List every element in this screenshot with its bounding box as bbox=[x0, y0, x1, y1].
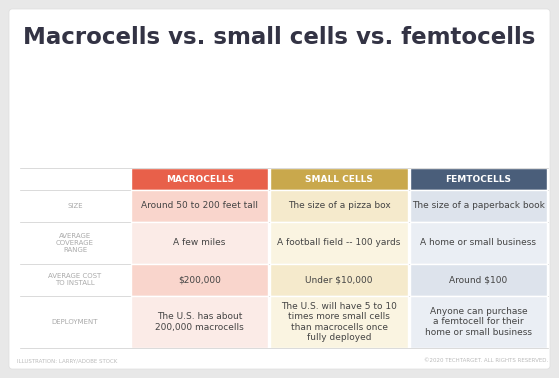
Text: The size of a pizza box: The size of a pizza box bbox=[288, 201, 390, 211]
Text: A football field -- 100 yards: A football field -- 100 yards bbox=[277, 239, 401, 248]
Text: Macrocells vs. small cells vs. femtocells: Macrocells vs. small cells vs. femtocell… bbox=[23, 26, 535, 49]
Text: AVERAGE COST
TO INSTALL: AVERAGE COST TO INSTALL bbox=[49, 273, 102, 287]
Bar bbox=[410, 222, 547, 264]
Bar bbox=[410, 168, 547, 190]
Text: A home or small business: A home or small business bbox=[420, 239, 536, 248]
Text: Under $10,000: Under $10,000 bbox=[305, 276, 373, 284]
Bar bbox=[131, 168, 268, 190]
Bar bbox=[131, 190, 268, 222]
Bar bbox=[271, 190, 408, 222]
Bar bbox=[131, 264, 268, 296]
Text: The size of a paperback book: The size of a paperback book bbox=[412, 201, 545, 211]
Bar bbox=[410, 296, 547, 348]
Text: SIZE: SIZE bbox=[67, 203, 83, 209]
Bar bbox=[271, 168, 408, 190]
Text: Around 50 to 200 feet tall: Around 50 to 200 feet tall bbox=[141, 201, 258, 211]
Text: A few miles: A few miles bbox=[173, 239, 226, 248]
Text: The U.S. will have 5 to 10
times more small cells
than macrocells once
fully dep: The U.S. will have 5 to 10 times more sm… bbox=[281, 302, 397, 342]
Bar bbox=[131, 296, 268, 348]
Text: FEMTOCELLS: FEMTOCELLS bbox=[446, 175, 511, 183]
Text: Around $100: Around $100 bbox=[449, 276, 508, 284]
Text: ©2020 TECHTARGET. ALL RIGHTS RESERVED.: ©2020 TECHTARGET. ALL RIGHTS RESERVED. bbox=[424, 358, 548, 364]
Text: Anyone can purchase
a femtocell for their
home or small business: Anyone can purchase a femtocell for thei… bbox=[425, 307, 532, 337]
Text: DEPLOYMENT: DEPLOYMENT bbox=[52, 319, 98, 325]
Text: SMALL CELLS: SMALL CELLS bbox=[305, 175, 373, 183]
FancyBboxPatch shape bbox=[9, 9, 550, 369]
Text: $200,000: $200,000 bbox=[178, 276, 221, 284]
Text: The U.S. has about
200,000 macrocells: The U.S. has about 200,000 macrocells bbox=[155, 312, 244, 332]
Bar bbox=[131, 222, 268, 264]
Bar bbox=[271, 296, 408, 348]
Text: ILLUSTRATION: LARRY/ADOBE STOCK: ILLUSTRATION: LARRY/ADOBE STOCK bbox=[17, 358, 117, 364]
Bar bbox=[271, 264, 408, 296]
Bar bbox=[410, 264, 547, 296]
Bar bbox=[410, 190, 547, 222]
Text: MACROCELLS: MACROCELLS bbox=[165, 175, 234, 183]
Text: AVERAGE
COVERAGE
RANGE: AVERAGE COVERAGE RANGE bbox=[56, 233, 94, 253]
Bar bbox=[271, 222, 408, 264]
